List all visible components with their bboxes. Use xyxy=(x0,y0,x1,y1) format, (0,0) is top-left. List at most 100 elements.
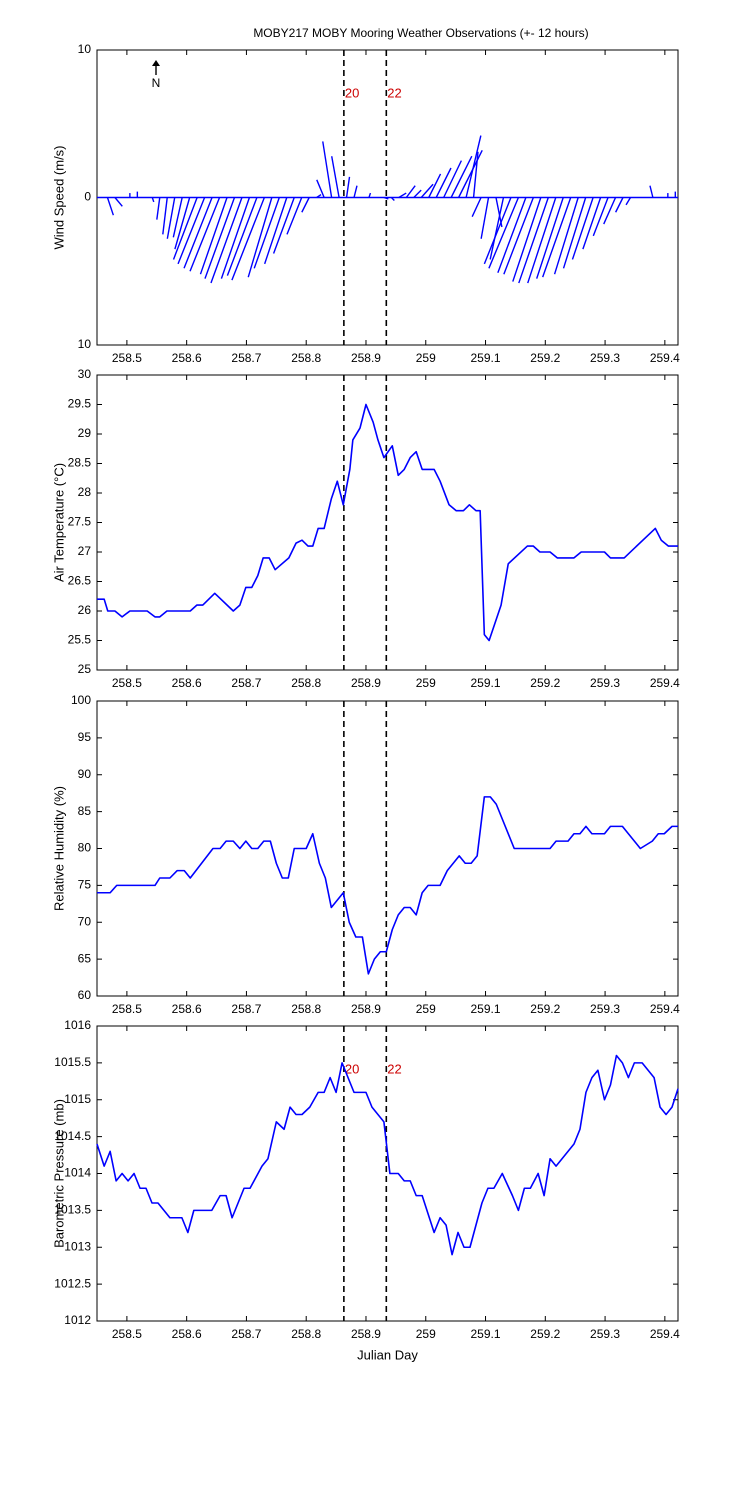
wind-stick xyxy=(220,197,251,279)
wind-stick xyxy=(263,197,288,265)
y-axis-label: Wind Speed (m/s) xyxy=(51,145,66,249)
wind-stick xyxy=(527,197,557,284)
wind-stick xyxy=(231,197,266,281)
x-tick-label: 259.1 xyxy=(471,351,501,365)
wind-stick xyxy=(542,197,572,278)
x-tick-label: 259.3 xyxy=(590,351,620,365)
x-tick-label: 259.2 xyxy=(530,676,560,690)
data-line xyxy=(97,403,678,642)
time-marker-label: 20 xyxy=(345,85,359,100)
wind-stick xyxy=(480,197,490,239)
wind-stick xyxy=(450,155,473,198)
wind-stick xyxy=(199,197,228,275)
x-tick-label: 258.9 xyxy=(351,676,381,690)
x-tick-label: 258.5 xyxy=(112,676,142,690)
x-tick-label: 259.1 xyxy=(471,1002,501,1016)
north-label: N xyxy=(152,76,161,90)
x-tick-label: 259.4 xyxy=(650,1002,680,1016)
x-tick-label: 258.9 xyxy=(351,351,381,365)
wind-stick xyxy=(471,197,482,217)
y-tick-label: 65 xyxy=(78,951,92,965)
wind-stick xyxy=(625,197,632,206)
y-tick-label: 30 xyxy=(78,367,92,381)
y-tick-label: 1012 xyxy=(64,1313,91,1327)
wind-stick xyxy=(226,197,258,276)
time-marker-label: 22 xyxy=(387,1061,401,1076)
x-tick-label: 259.1 xyxy=(471,1327,501,1341)
x-tick-label: 259.4 xyxy=(650,676,680,690)
wind-stick xyxy=(512,197,542,282)
wind-stick xyxy=(204,197,236,279)
wind-stick xyxy=(151,197,155,203)
wind-stick xyxy=(615,197,624,213)
x-tick-label: 258.8 xyxy=(291,1002,321,1016)
time-marker-label: 20 xyxy=(345,1061,359,1076)
y-tick-label: 1013.5 xyxy=(54,1203,91,1217)
y-tick-label: 29.5 xyxy=(68,397,92,411)
wind-stick xyxy=(649,185,654,198)
x-tick-label: 258.7 xyxy=(231,1327,261,1341)
x-tick-label: 258.5 xyxy=(112,1002,142,1016)
wind-stick xyxy=(174,197,191,250)
y-axis-label: Relative Humidity (%) xyxy=(51,786,66,911)
wind-stick xyxy=(483,197,512,265)
x-tick-label: 259 xyxy=(416,1002,436,1016)
wind-stick xyxy=(503,197,535,275)
x-tick-label: 258.8 xyxy=(291,676,321,690)
y-tick-label: 1016 xyxy=(64,1018,91,1032)
y-tick-label: 10 xyxy=(78,42,92,56)
wind-stick xyxy=(156,197,161,220)
x-tick-label: 258.7 xyxy=(231,676,261,690)
wind-stick xyxy=(345,176,351,198)
y-tick-label: 26.5 xyxy=(68,574,92,588)
wind-stick xyxy=(353,185,358,198)
wind-stick xyxy=(331,156,340,198)
wind-stick xyxy=(465,135,482,198)
y-tick-label: 27.5 xyxy=(68,515,92,529)
wind-stick xyxy=(286,197,303,235)
y-tick-label: 75 xyxy=(78,878,92,892)
data-line xyxy=(96,1054,679,1256)
wind-stick xyxy=(497,197,527,273)
x-tick-label: 258.5 xyxy=(112,1327,142,1341)
time-marker-label: 22 xyxy=(387,85,401,100)
wind-stick xyxy=(489,197,505,260)
x-tick-label: 258.9 xyxy=(351,1002,381,1016)
x-tick-label: 259.3 xyxy=(590,676,620,690)
y-tick-label: 27 xyxy=(78,544,92,558)
x-tick-label: 258.7 xyxy=(231,351,261,365)
wind-stick xyxy=(177,197,206,265)
x-tick-label: 259.3 xyxy=(590,1327,620,1341)
y-tick-label: 0 xyxy=(84,190,91,204)
wind-stick xyxy=(166,197,176,239)
wind-stick xyxy=(210,197,243,284)
y-tick-label: 1014 xyxy=(64,1166,91,1180)
x-tick-label: 259 xyxy=(416,351,436,365)
wind-stick xyxy=(189,197,221,272)
x-tick-label: 258.6 xyxy=(172,1327,202,1341)
x-tick-label: 259.1 xyxy=(471,676,501,690)
y-tick-label: 26 xyxy=(78,603,92,617)
y-tick-label: 1012.5 xyxy=(54,1276,91,1290)
y-tick-label: 29 xyxy=(78,426,92,440)
wind-stick xyxy=(272,197,295,254)
x-tick-label: 258.8 xyxy=(291,1327,321,1341)
wind-stick xyxy=(114,197,123,207)
y-tick-label: 25 xyxy=(78,662,92,676)
wind-stick xyxy=(428,173,442,198)
x-tick-label: 259.4 xyxy=(650,351,680,365)
wind-stick xyxy=(405,185,416,198)
x-tick-label: 258.6 xyxy=(172,676,202,690)
x-tick-label: 259 xyxy=(416,676,436,690)
wind-stick xyxy=(390,197,395,201)
y-axis-label: Barometric Pressure (mb) xyxy=(51,1099,66,1248)
y-tick-label: 100 xyxy=(71,693,91,707)
axes-frame xyxy=(96,700,679,997)
x-tick-label: 258.6 xyxy=(172,351,202,365)
x-tick-label: 258.8 xyxy=(291,351,321,365)
x-tick-label: 259.2 xyxy=(530,351,560,365)
x-tick-label: 258.5 xyxy=(112,351,142,365)
wind-stick xyxy=(368,192,372,198)
wind-stick xyxy=(562,197,587,269)
y-tick-label: 1013 xyxy=(64,1239,91,1253)
